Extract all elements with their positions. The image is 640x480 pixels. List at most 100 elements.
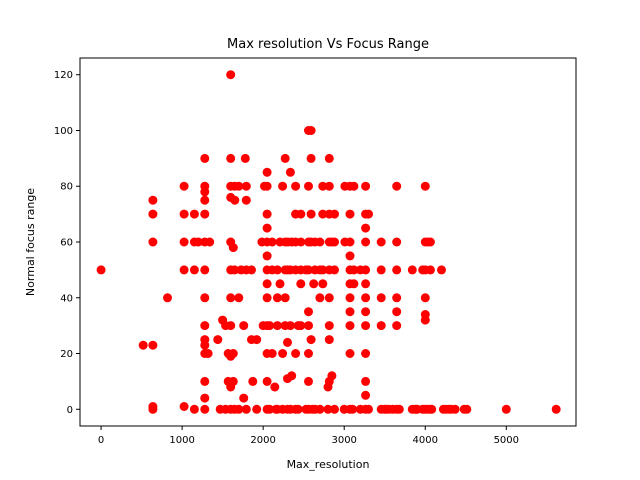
data-point [318, 265, 328, 275]
data-point [280, 153, 290, 163]
data-point [189, 209, 199, 219]
data-point [291, 181, 301, 191]
data-point [296, 321, 306, 331]
data-point [361, 223, 371, 233]
data-point [234, 404, 244, 414]
data-point [296, 237, 306, 247]
data-point [304, 181, 313, 191]
data-point [324, 293, 334, 303]
data-point [226, 153, 236, 163]
data-point [278, 181, 288, 191]
data-point [200, 265, 210, 275]
data-point [148, 209, 158, 219]
data-point [361, 293, 371, 303]
data-point [241, 181, 251, 191]
data-point [252, 404, 262, 414]
data-point [364, 209, 373, 219]
data-point [392, 321, 402, 331]
x-tick-label: 1000 [169, 435, 194, 446]
data-point [193, 237, 203, 247]
data-point [324, 335, 334, 345]
data-point [148, 402, 158, 411]
data-point [179, 265, 189, 275]
data-point [361, 307, 371, 317]
data-point [248, 376, 258, 386]
data-point [392, 307, 402, 317]
data-point [327, 371, 337, 381]
data-point [425, 237, 435, 247]
data-point [318, 209, 328, 219]
data-point [285, 167, 295, 177]
data-point [361, 390, 371, 400]
data-point [228, 349, 238, 358]
data-point [267, 237, 277, 247]
data-point [200, 293, 210, 303]
data-point [179, 237, 189, 247]
data-point [179, 181, 189, 191]
data-point [240, 153, 250, 163]
data-point [330, 404, 339, 414]
data-point [304, 349, 313, 358]
data-point [420, 310, 430, 319]
data-point [427, 404, 437, 414]
data-point [226, 293, 236, 303]
data-point [226, 321, 236, 331]
data-point [306, 126, 316, 135]
y-tick-label: 80 [60, 182, 73, 193]
data-point [262, 293, 272, 303]
data-point [148, 237, 158, 247]
data-point [228, 376, 238, 386]
x-tick-label: 5000 [494, 435, 519, 446]
data-point [361, 279, 371, 289]
data-point [364, 404, 373, 414]
data-point [280, 293, 290, 303]
data-point [272, 321, 282, 331]
data-point [267, 349, 277, 358]
data-point [96, 265, 106, 275]
data-point [345, 209, 355, 219]
data-point [230, 265, 240, 275]
data-point [241, 195, 251, 205]
data-point [239, 393, 249, 403]
y-tick-label: 20 [60, 349, 73, 360]
y-tick-label: 120 [54, 70, 73, 81]
data-point [296, 209, 306, 219]
data-point [270, 382, 280, 392]
data-point [213, 335, 223, 345]
data-point [252, 335, 262, 345]
x-axis-label: Max_resolution [287, 458, 370, 471]
data-point [306, 335, 316, 345]
data-point [324, 321, 334, 331]
data-point [262, 181, 272, 191]
data-point [323, 404, 333, 414]
data-point [330, 237, 339, 247]
data-point [200, 321, 210, 331]
data-point [285, 321, 295, 331]
data-point [200, 393, 210, 403]
x-tick-label: 0 [98, 435, 104, 446]
data-point [272, 293, 282, 303]
data-point [304, 376, 313, 386]
data-point [349, 279, 359, 289]
data-point [345, 307, 355, 317]
data-point [324, 153, 334, 163]
data-point [361, 321, 371, 331]
data-point [234, 181, 244, 191]
data-point [309, 279, 319, 289]
x-axis-ticks: 0 1000 2000 3000 4000 5000 [98, 426, 519, 446]
data-point [293, 404, 303, 414]
data-point [247, 265, 256, 275]
data-point [345, 237, 355, 247]
data-point [200, 181, 210, 191]
data-point [205, 237, 215, 247]
data-point [262, 223, 272, 233]
data-point [376, 265, 386, 275]
data-point [345, 349, 355, 358]
data-point [179, 209, 189, 219]
data-point [189, 265, 199, 275]
y-tick-label: 40 [60, 293, 73, 304]
data-point [306, 153, 316, 163]
data-point [200, 209, 210, 219]
data-point [315, 404, 325, 414]
